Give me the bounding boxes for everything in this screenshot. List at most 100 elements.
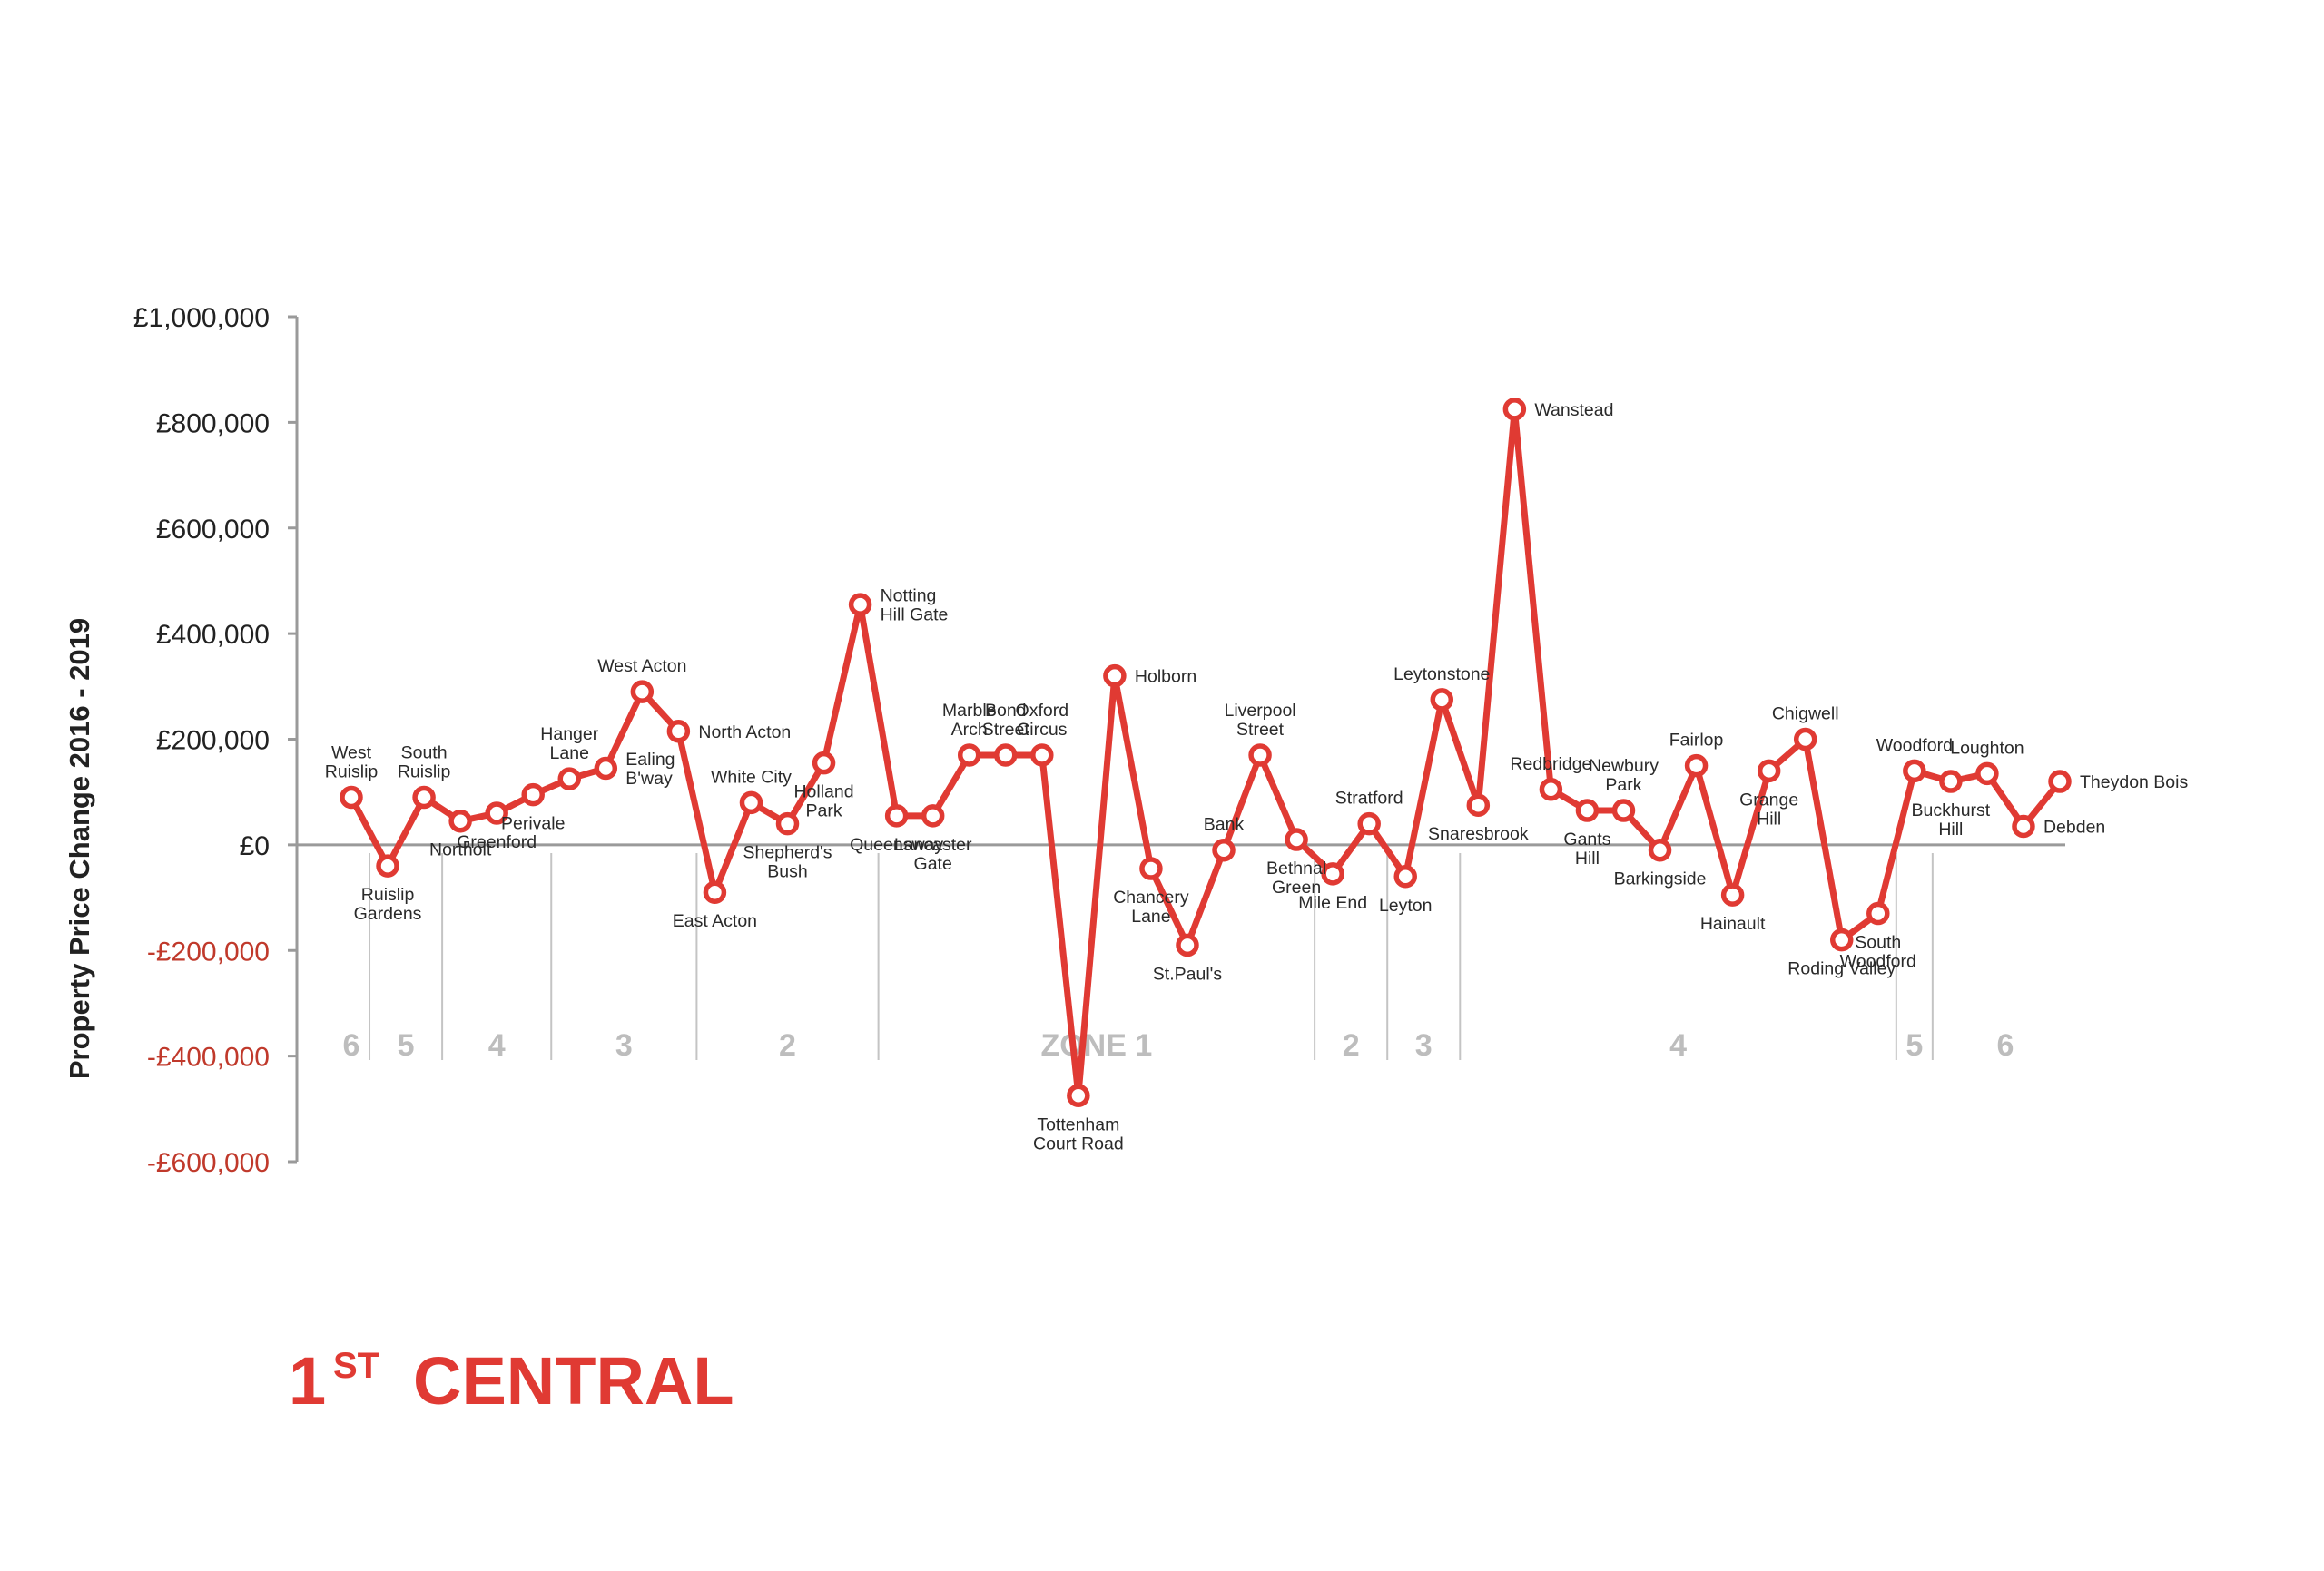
data-point bbox=[557, 767, 582, 790]
data-point bbox=[376, 854, 399, 878]
station-label: Fairlop bbox=[1669, 731, 1724, 751]
station-label: Bank bbox=[1204, 815, 1245, 835]
station-label: Bethnal Green bbox=[1266, 859, 1326, 898]
data-point bbox=[1684, 753, 1709, 778]
station-label: White City bbox=[711, 767, 792, 787]
zone-label: 3 bbox=[615, 1028, 633, 1063]
data-point bbox=[1067, 1084, 1090, 1108]
station-label: Liverpool Street bbox=[1224, 701, 1295, 740]
data-point bbox=[884, 804, 909, 828]
station-label: Lancaster Gate bbox=[894, 835, 972, 874]
data-point bbox=[739, 790, 763, 815]
station-label: Barkingside bbox=[1614, 869, 1707, 889]
zone-label: ZONE 1 bbox=[1040, 1028, 1152, 1063]
y-axis-label: Property Price Change 2016 - 2019 bbox=[64, 618, 95, 1079]
station-label: Buckhurst Hill bbox=[1912, 800, 1991, 840]
data-point bbox=[630, 680, 655, 703]
data-point bbox=[340, 785, 363, 810]
data-point bbox=[1793, 727, 1817, 751]
zone-label: 5 bbox=[398, 1028, 415, 1063]
data-point bbox=[994, 743, 1018, 767]
data-point bbox=[594, 756, 618, 781]
data-point bbox=[1939, 770, 1963, 793]
series-path bbox=[348, 406, 2063, 1099]
data-point bbox=[1030, 743, 1054, 767]
data-point bbox=[1539, 778, 1563, 801]
zone-bands: 6 5 4 3 2 ZONE 1 2 3 4 5 6 bbox=[343, 853, 2014, 1063]
station-label: Ruislip Gardens bbox=[354, 885, 422, 924]
data-point bbox=[1321, 862, 1344, 886]
y-tick-label: £1,000,000 bbox=[133, 303, 270, 333]
zone-label: 5 bbox=[1905, 1028, 1923, 1063]
title-line-name: CENTRAL bbox=[413, 1343, 734, 1419]
y-tick-label: -£600,000 bbox=[147, 1148, 270, 1178]
station-label: South Woodford bbox=[1840, 933, 1916, 972]
station-label: East Acton bbox=[673, 911, 757, 931]
station-label: Bond Street bbox=[982, 701, 1030, 740]
y-tick-label: £600,000 bbox=[156, 515, 270, 545]
station-label: West Ruislip bbox=[325, 743, 379, 782]
station-label: Ealing B'way bbox=[625, 750, 675, 789]
station-label: Chancery Lane bbox=[1113, 888, 1189, 927]
series-line bbox=[340, 398, 2072, 1108]
chart-title: 1 ST CENTRAL bbox=[289, 1343, 734, 1419]
station-label: Holland Park bbox=[793, 782, 853, 821]
data-point bbox=[848, 593, 872, 616]
zone-label: 4 bbox=[1669, 1028, 1687, 1063]
station-label: Theydon Bois bbox=[2080, 772, 2188, 792]
station-label: Hainault bbox=[1700, 914, 1766, 934]
station-label: Wanstead bbox=[1534, 400, 1613, 420]
station-label: Notting Hill Gate bbox=[881, 586, 949, 625]
data-point bbox=[448, 809, 472, 833]
station-label: Holborn bbox=[1135, 667, 1196, 687]
data-point bbox=[957, 743, 981, 767]
data-point bbox=[1903, 759, 1926, 783]
station-label: Greenford bbox=[457, 832, 537, 852]
station-label: Perivale bbox=[501, 814, 565, 834]
station-labels: West Ruislip Ruislip Gardens South Ruislip Nor… bbox=[325, 400, 2189, 1154]
y-tick-label: £200,000 bbox=[156, 726, 270, 756]
data-point bbox=[1648, 838, 1672, 862]
station-label: Redbridge bbox=[1510, 754, 1591, 774]
data-point bbox=[1139, 857, 1163, 880]
data-point bbox=[1176, 933, 1199, 957]
station-label: North Acton bbox=[698, 722, 791, 742]
station-label: Marble Arch bbox=[942, 701, 997, 740]
data-point bbox=[1103, 663, 1127, 688]
data-point bbox=[1975, 761, 1999, 786]
y-tick-label: -£400,000 bbox=[147, 1043, 270, 1073]
station-label: Hanger Lane bbox=[540, 724, 598, 763]
data-point bbox=[2012, 814, 2035, 839]
data-point bbox=[1502, 398, 1527, 421]
data-point bbox=[1248, 743, 1272, 767]
station-label: Shepherd's Bush bbox=[743, 843, 832, 882]
zone-label: 3 bbox=[1415, 1028, 1433, 1063]
station-label: South Ruislip bbox=[398, 743, 451, 782]
station-label: Snaresbrook bbox=[1428, 824, 1529, 844]
station-label: Roding Valley bbox=[1787, 959, 1896, 979]
station-label: Leyton bbox=[1379, 896, 1433, 916]
station-label: Leytonstone bbox=[1393, 664, 1490, 684]
station-label: Gants Hill bbox=[1563, 830, 1610, 869]
data-point bbox=[1357, 811, 1381, 836]
station-label: Northolt bbox=[429, 840, 492, 860]
data-point bbox=[1393, 865, 1417, 889]
data-point bbox=[1720, 883, 1745, 907]
zone-label: 6 bbox=[1996, 1028, 2014, 1063]
station-label: Debden bbox=[2043, 818, 2105, 838]
station-label: Loughton bbox=[1950, 738, 2024, 758]
data-point bbox=[703, 880, 727, 904]
axes: £1,000,000 £800,000 £600,000 £400,000 £200,0… bbox=[133, 303, 2065, 1178]
station-label: West Acton bbox=[597, 656, 686, 676]
station-label: Chigwell bbox=[1772, 704, 1839, 724]
data-point bbox=[1285, 828, 1308, 851]
data-point bbox=[1466, 793, 1491, 817]
data-point bbox=[521, 782, 545, 807]
data-point bbox=[1575, 799, 1600, 822]
data-point bbox=[1611, 799, 1636, 822]
data-point bbox=[921, 804, 945, 828]
station-label: Woodford bbox=[1876, 735, 1953, 755]
title-rank: 1 bbox=[289, 1343, 326, 1419]
y-tick-label: £800,000 bbox=[156, 408, 270, 438]
